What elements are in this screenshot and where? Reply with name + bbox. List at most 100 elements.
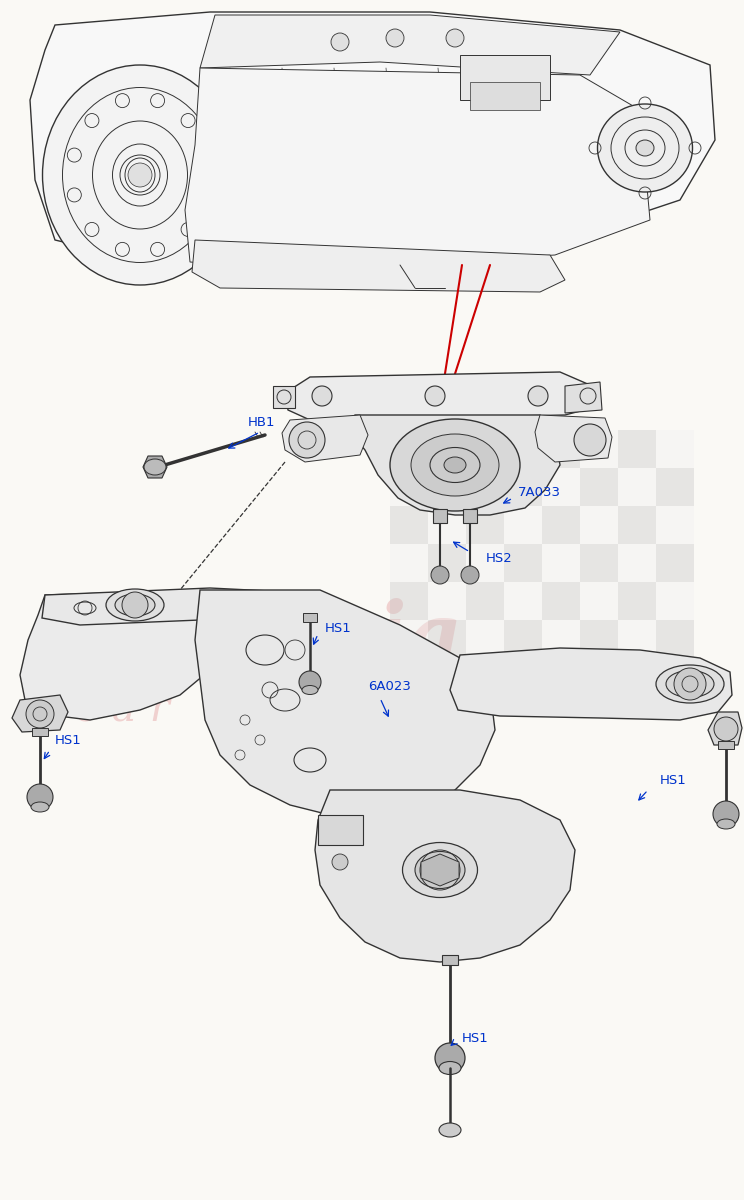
Circle shape — [27, 784, 53, 810]
Text: HS1: HS1 — [462, 1032, 489, 1044]
Ellipse shape — [636, 140, 654, 156]
Polygon shape — [42, 588, 310, 625]
Bar — [618, 544, 656, 582]
Polygon shape — [282, 415, 368, 462]
Circle shape — [674, 668, 706, 700]
Polygon shape — [200, 14, 620, 74]
Ellipse shape — [42, 65, 237, 284]
Ellipse shape — [106, 589, 164, 622]
Bar — [618, 430, 656, 468]
Polygon shape — [315, 790, 575, 962]
Polygon shape — [185, 68, 650, 270]
Bar — [504, 544, 542, 582]
Text: HS2: HS2 — [486, 552, 513, 564]
Circle shape — [122, 592, 148, 618]
Bar — [428, 506, 466, 544]
Bar — [504, 582, 542, 620]
Bar — [656, 468, 694, 506]
Bar — [466, 468, 504, 506]
Polygon shape — [195, 590, 495, 820]
Bar — [580, 468, 618, 506]
Bar — [504, 430, 542, 468]
Bar — [32, 728, 48, 736]
Bar — [618, 468, 656, 506]
Circle shape — [26, 700, 54, 728]
Polygon shape — [30, 12, 715, 270]
Bar — [466, 430, 504, 468]
Circle shape — [128, 163, 152, 187]
Polygon shape — [192, 240, 565, 292]
Text: c a r   a r t: c a r a r t — [75, 689, 298, 731]
Bar — [428, 468, 466, 506]
Text: HS1: HS1 — [325, 622, 352, 635]
Bar — [542, 582, 580, 620]
Bar — [303, 613, 317, 622]
Ellipse shape — [302, 685, 318, 695]
Bar — [318, 815, 363, 845]
Bar — [504, 506, 542, 544]
Circle shape — [425, 386, 445, 406]
Circle shape — [299, 671, 321, 692]
Bar — [428, 620, 466, 658]
Ellipse shape — [403, 842, 478, 898]
Ellipse shape — [415, 852, 465, 888]
Bar — [466, 506, 504, 544]
Circle shape — [332, 854, 348, 870]
Bar — [618, 582, 656, 620]
Polygon shape — [143, 456, 167, 478]
Ellipse shape — [717, 818, 735, 829]
Polygon shape — [20, 590, 220, 720]
Bar — [470, 82, 540, 110]
Ellipse shape — [411, 434, 499, 496]
Bar — [390, 544, 428, 582]
Bar — [580, 506, 618, 544]
Polygon shape — [12, 695, 68, 732]
Bar — [463, 509, 477, 523]
Bar — [542, 544, 580, 582]
Bar — [428, 582, 466, 620]
Circle shape — [574, 424, 606, 456]
Circle shape — [461, 566, 479, 584]
Polygon shape — [273, 386, 295, 408]
Bar — [466, 620, 504, 658]
Ellipse shape — [115, 594, 155, 616]
Bar — [504, 620, 542, 658]
Bar — [390, 430, 428, 468]
Bar — [618, 506, 656, 544]
Bar — [656, 544, 694, 582]
Ellipse shape — [31, 802, 49, 812]
Bar — [656, 506, 694, 544]
Circle shape — [446, 29, 464, 47]
Bar — [428, 544, 466, 582]
Bar — [466, 582, 504, 620]
Polygon shape — [535, 415, 612, 462]
Bar — [433, 509, 447, 523]
Bar — [390, 506, 428, 544]
Bar — [390, 620, 428, 658]
Ellipse shape — [144, 458, 166, 475]
Ellipse shape — [597, 104, 693, 192]
Bar — [542, 620, 580, 658]
Bar — [618, 620, 656, 658]
Bar — [542, 506, 580, 544]
Ellipse shape — [439, 1123, 461, 1138]
Bar — [580, 582, 618, 620]
Bar — [390, 582, 428, 620]
Polygon shape — [285, 372, 592, 420]
Bar — [580, 430, 618, 468]
Circle shape — [528, 386, 548, 406]
Bar — [504, 468, 542, 506]
Bar — [718, 740, 734, 749]
Circle shape — [714, 716, 738, 740]
Text: HB1: HB1 — [248, 415, 275, 428]
Polygon shape — [350, 415, 560, 515]
Circle shape — [289, 422, 325, 458]
Circle shape — [386, 29, 404, 47]
Bar — [442, 955, 458, 965]
Bar — [656, 430, 694, 468]
Polygon shape — [450, 648, 732, 720]
Bar — [390, 468, 428, 506]
Text: HS1: HS1 — [55, 733, 82, 746]
Text: 7A033: 7A033 — [518, 486, 561, 499]
Bar — [460, 55, 550, 100]
